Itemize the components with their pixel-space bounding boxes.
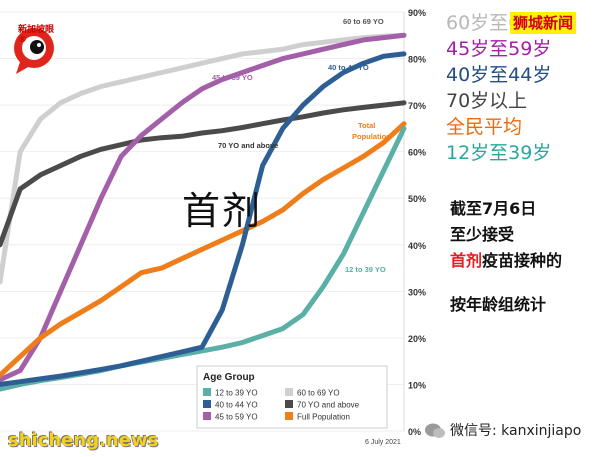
- y-tick-label: 30%: [408, 287, 426, 297]
- y-tick-label: 70%: [408, 101, 426, 111]
- cn-legend-item-total: 全民平均: [446, 116, 523, 138]
- legend-title: Age Group: [203, 372, 255, 383]
- chart-title: 首剂: [182, 189, 263, 233]
- side-note-highlight: 首剂: [450, 251, 483, 270]
- y-tick-label: 20%: [408, 334, 426, 344]
- cn-legend-item-70-plus: 70岁以上: [446, 90, 528, 112]
- inline-label: 45 to 59 YO: [212, 73, 253, 82]
- y-tick-label: 10%: [408, 380, 426, 390]
- legend-label: 12 to 39 YO: [215, 389, 258, 398]
- legend: Age Group 12 to 39 YO 60 to 69 YO 40 to 44 …: [196, 365, 388, 429]
- legend-label: Full Population: [297, 413, 350, 422]
- series-line-45-to-59-yo: [0, 32, 407, 383]
- cn-legend-item-45-59: 45岁至59岁: [446, 38, 552, 60]
- legend-label: 40 to 44 YO: [215, 401, 258, 410]
- inline-label: 70 YO and above: [218, 141, 278, 150]
- inline-labels: 60 to 69 YO 45 to 59 YO 40 to 44 YO 70 YO a…: [212, 17, 391, 274]
- legend-label: 70 YO and above: [297, 401, 360, 410]
- legend-swatch: [203, 412, 211, 420]
- legend-swatch: [285, 388, 293, 396]
- watermark-right-text: 微信号: kanxinjiapo: [450, 423, 582, 439]
- legend-label: 45 to 59 YO: [215, 413, 258, 422]
- logo-text: 新加坡眼®: [18, 25, 55, 45]
- series-lines: [0, 32, 407, 392]
- inline-label: Population: [352, 132, 391, 141]
- series-line-40-to-44-yo: [0, 51, 407, 387]
- legend-swatch: [203, 400, 211, 408]
- brand-badge: 狮城新闻: [510, 12, 577, 34]
- series-line-70-yo-and-above: [0, 100, 407, 248]
- legend-swatch: [203, 388, 211, 396]
- watermark-right: 微信号: kanxinjiapo: [424, 420, 581, 440]
- grid: [0, 11, 405, 432]
- legend-swatch: [285, 412, 293, 420]
- wechat-icon: [424, 422, 446, 440]
- side-note-line3: 首剂疫苗接种的: [450, 248, 600, 274]
- y-tick-label: 80%: [408, 55, 426, 65]
- side-note: 截至7月6日 至少接受 首剂疫苗接种的 按年龄组统计: [450, 196, 600, 318]
- legend-swatch: [285, 400, 293, 408]
- series-line-full-population: [0, 121, 407, 378]
- y-tick-label: 90%: [408, 8, 426, 18]
- cn-legend-item-40-44: 40岁至44岁: [446, 64, 552, 86]
- series-line-60-to-69-yo: [0, 32, 407, 285]
- side-note-line1: 截至7月6日: [450, 199, 537, 218]
- logo: 新加坡眼®: [6, 14, 62, 78]
- inline-label: 60 to 69 YO: [343, 17, 384, 26]
- inline-label: Total: [358, 121, 375, 130]
- y-axis-ticks: 0% 10% 20% 30% 40% 50% 60% 70% 80% 90%: [408, 8, 426, 437]
- side-note-line2: 至少接受: [450, 225, 515, 244]
- y-tick-label: 40%: [408, 241, 426, 251]
- cn-legend-item-12-39: 12岁至39岁: [446, 142, 552, 164]
- inline-label: 12 to 39 YO: [345, 265, 386, 274]
- date-label: 6 July 2021: [365, 439, 401, 446]
- side-note-line4: 按年龄组统计: [450, 295, 547, 314]
- inline-label: 40 to 44 YO: [328, 63, 369, 72]
- y-tick-label: 50%: [408, 194, 426, 204]
- y-tick-label: 0%: [408, 427, 421, 437]
- legend-label: 60 to 69 YO: [297, 389, 340, 398]
- side-note-line3-rest: 疫苗接种的: [482, 251, 563, 270]
- watermark-left: shicheng.news: [8, 430, 159, 451]
- y-tick-label: 60%: [408, 148, 426, 158]
